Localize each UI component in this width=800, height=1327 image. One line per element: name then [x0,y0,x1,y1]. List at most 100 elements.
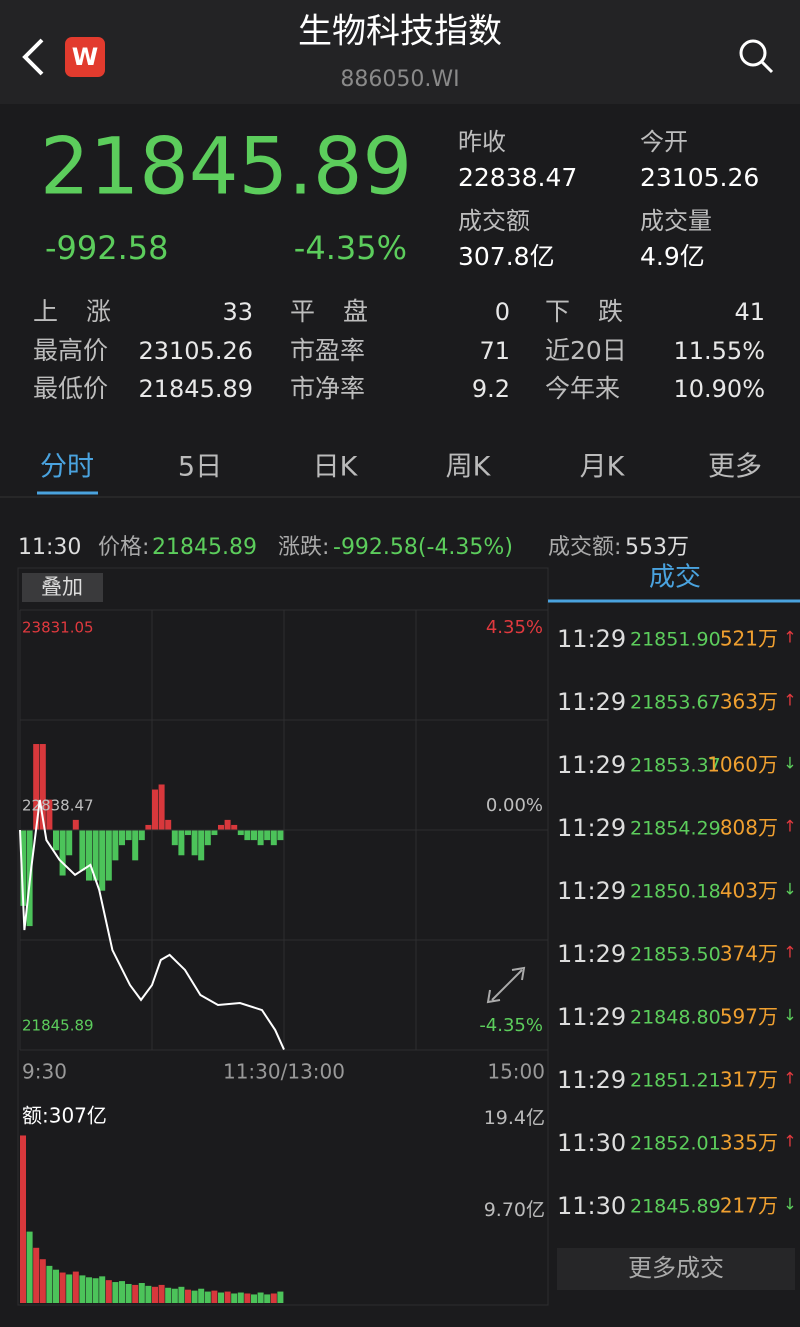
bar [132,1284,139,1303]
stat-value: 0 [495,298,510,326]
trade-time: 11:29 [557,877,626,905]
bar [53,1269,59,1303]
more-trades-button[interactable] [557,1248,795,1290]
bar [211,1290,218,1303]
tab[interactable]: 日K [313,452,359,483]
bar [158,784,165,830]
trade-time: 11:29 [557,940,626,968]
bar [26,1231,33,1303]
bar [198,830,205,861]
bar [237,830,244,836]
trade-price: 21853.37 [630,755,721,777]
bar [66,1274,73,1303]
bar [158,1284,165,1303]
trade-price: 21851.90 [630,629,721,651]
summary-value: 307.8亿 [458,242,555,271]
trade-volume: 217万 [720,1194,778,1218]
tab[interactable]: 分时 [40,452,94,483]
tab[interactable]: 月K [580,452,626,483]
tab[interactable]: 5日 [178,452,222,483]
bar [165,819,172,830]
trade-arrow: ↑ [783,691,796,710]
bar [46,799,53,830]
bar [125,1283,132,1303]
y2-tick-label: 4.35% [486,617,543,638]
bar [53,830,59,851]
logo [65,37,105,77]
bar [86,1277,92,1303]
bar [112,830,119,861]
bar [20,1135,26,1303]
bar [211,830,218,836]
x-tick-label: 9:30 [22,1060,67,1084]
bar [185,830,191,836]
search-icon[interactable] [739,39,767,67]
trade-arrow: ↓ [783,754,796,773]
chart-title: 额:307亿 [22,1104,107,1128]
bar [191,830,198,856]
bar [66,830,73,856]
bar [92,830,99,881]
bar [264,1294,271,1303]
bar [224,1291,231,1303]
overlay-button[interactable] [22,573,103,602]
trade-time: 11:29 [557,688,626,716]
trade-arrow: ↑ [783,628,796,647]
bar [231,824,238,830]
summary-label: 成交量 [640,207,712,235]
expand-icon[interactable] [486,966,526,1004]
bar [218,1292,224,1303]
bar [270,830,277,846]
bar [20,830,26,906]
trade-volume: 1060万 [707,753,778,777]
trade-volume: 374万 [720,942,778,966]
bar [59,1272,66,1303]
y-tick-label: 9.70亿 [484,1199,545,1221]
bar [138,830,145,841]
trade-price: 21851.21 [630,1070,721,1092]
x-tick-label: 11:30/13:00 [223,1060,345,1084]
overlay-label: 叠加 [41,575,83,599]
info-amount: 553万 [625,535,689,560]
stat-label: 市盈率 [290,336,365,365]
y-tick-label: 22838.47 [22,797,94,815]
price: 21845.89 [40,122,412,212]
trade-time: 11:29 [557,814,626,842]
trade-volume: 521万 [720,627,778,651]
bar [231,1293,238,1303]
bar [59,830,66,876]
tab[interactable]: 更多 [708,452,762,483]
bar [270,1293,277,1303]
trade-arrow: ↑ [783,1132,796,1151]
title: 生物科技指数 [298,12,502,52]
trade-time: 11:29 [557,1066,626,1094]
y2-tick-label: -4.35% [479,1015,543,1036]
bar [165,1287,172,1303]
trade-price: 21853.67 [630,692,721,714]
summary-value: 23105.26 [640,163,759,192]
bar [39,1259,46,1303]
more-trades[interactable]: 更多成交 [628,1254,724,1282]
stat-label: 平盘 [290,297,396,326]
stat-value: 41 [734,298,765,326]
y-tick-label: 19.4亿 [484,1107,545,1129]
back-button[interactable] [22,38,44,76]
bar [99,1276,106,1303]
stat-value: 21845.89 [138,375,253,403]
trade-time: 11:29 [557,1003,626,1031]
tab[interactable]: 周K [446,452,492,483]
trade-price: 21850.18 [630,881,721,903]
stat-label: 最高价 [33,336,108,365]
bar [145,1285,152,1303]
bar [79,1275,86,1303]
bar [257,1292,264,1303]
trade-arrow: ↑ [783,817,796,836]
logo-text: W [72,43,98,71]
trade-volume: 317万 [720,1068,778,1092]
stat-value: 71 [479,337,510,365]
info-label: 价格: [98,535,149,560]
bar [185,1289,191,1303]
trade-volume: 808万 [720,816,778,840]
